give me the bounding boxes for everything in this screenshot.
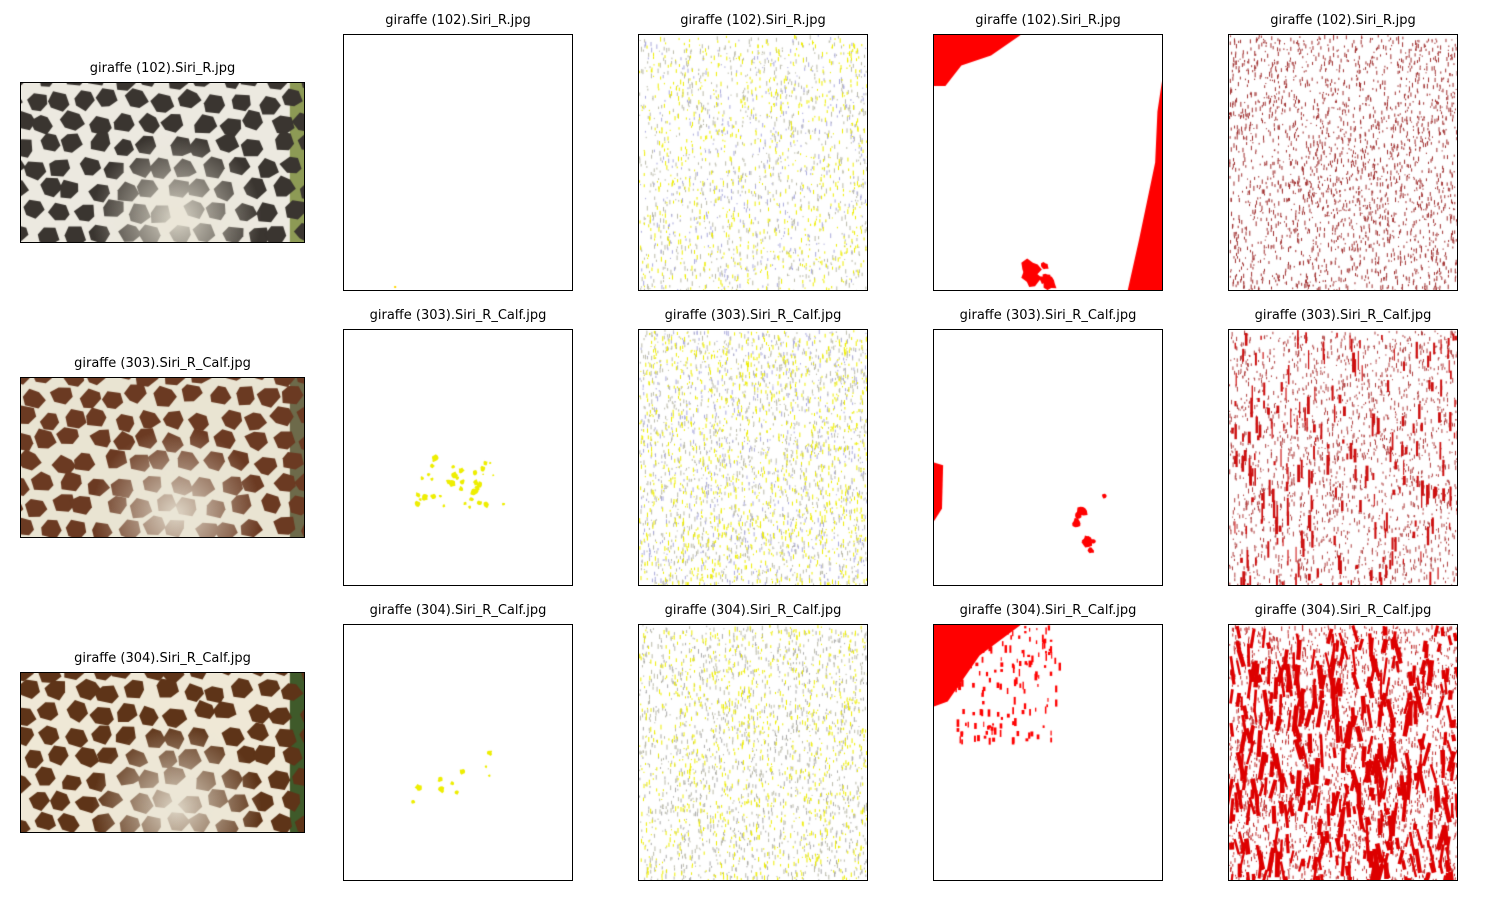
mask-panel	[933, 624, 1163, 881]
mask-panel	[1228, 329, 1458, 586]
photo-title: giraffe (303).Siri_R_Calf.jpg	[74, 356, 251, 371]
mask-canvas	[934, 35, 1162, 290]
mask-panel	[933, 329, 1163, 586]
photo-title: giraffe (304).Siri_R_Calf.jpg	[74, 651, 251, 666]
mask-canvas	[639, 35, 867, 290]
giraffe-photo	[20, 377, 305, 538]
mask-panel	[343, 34, 573, 291]
mask-panel	[1228, 624, 1458, 881]
mask-title: giraffe (102).Siri_R.jpg	[1270, 13, 1416, 28]
mask-canvas	[344, 35, 572, 290]
photo-canvas	[21, 83, 304, 242]
mask-canvas	[934, 625, 1162, 880]
photo-canvas	[21, 673, 304, 832]
mask-title: giraffe (303).Siri_R_Calf.jpg	[959, 308, 1137, 323]
mask-title: giraffe (102).Siri_R.jpg	[385, 13, 531, 28]
photo-title: giraffe (102).Siri_R.jpg	[89, 61, 236, 76]
mask-panel	[638, 624, 868, 881]
mask-canvas	[639, 625, 867, 880]
mask-title: giraffe (303).Siri_R_Calf.jpg	[369, 308, 547, 323]
giraffe-photo	[20, 82, 305, 243]
mask-title: giraffe (304).Siri_R_Calf.jpg	[664, 603, 842, 618]
mask-panel	[343, 624, 573, 881]
mask-canvas	[639, 330, 867, 585]
mask-title: giraffe (304).Siri_R_Calf.jpg	[1254, 603, 1432, 618]
mask-title: giraffe (304).Siri_R_Calf.jpg	[369, 603, 547, 618]
mask-title: giraffe (303).Siri_R_Calf.jpg	[664, 308, 842, 323]
mask-canvas	[934, 330, 1162, 585]
mask-canvas	[1229, 625, 1457, 880]
mask-canvas	[1229, 35, 1457, 290]
mask-panel	[1228, 34, 1458, 291]
mask-panel	[933, 34, 1163, 291]
mask-panel	[638, 34, 868, 291]
mask-title: giraffe (102).Siri_R.jpg	[680, 13, 826, 28]
giraffe-photo	[20, 672, 305, 833]
mask-canvas	[344, 330, 572, 585]
photo-canvas	[21, 378, 304, 537]
mask-panel	[638, 329, 868, 586]
mask-title: giraffe (303).Siri_R_Calf.jpg	[1254, 308, 1432, 323]
mask-title: giraffe (102).Siri_R.jpg	[975, 13, 1121, 28]
mask-canvas	[344, 625, 572, 880]
mask-panel	[343, 329, 573, 586]
mask-canvas	[1229, 330, 1457, 585]
mask-title: giraffe (304).Siri_R_Calf.jpg	[959, 603, 1137, 618]
